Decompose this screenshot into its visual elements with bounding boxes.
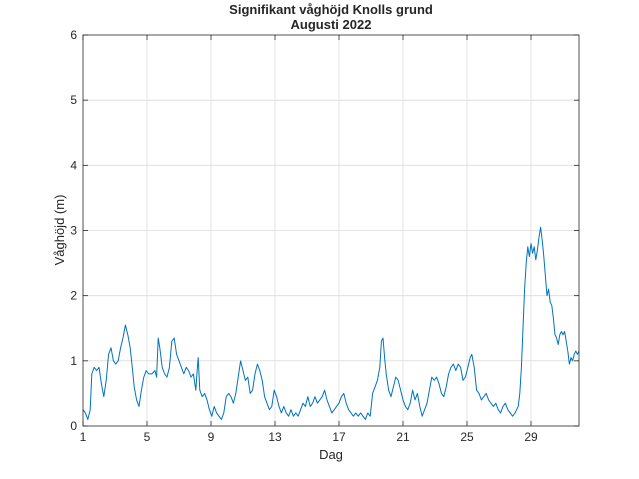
- x-tick-label: 5: [144, 430, 151, 444]
- y-tick-label: 2: [70, 289, 77, 303]
- y-tick-label: 1: [70, 354, 77, 368]
- series-line: [82, 226, 580, 420]
- y-axis-label: Våghöjd (m): [52, 195, 67, 266]
- series-layer: [82, 226, 580, 420]
- y-tick-label: 6: [70, 28, 77, 42]
- x-tick-label: 29: [524, 430, 538, 444]
- y-axis-ticks: 0 1 2 3 4 5 6: [70, 28, 579, 433]
- x-tick-label: 17: [332, 430, 346, 444]
- y-tick-label: 5: [70, 93, 77, 107]
- x-tick-label: 21: [396, 430, 410, 444]
- x-tick-label: 25: [460, 430, 474, 444]
- x-axis-ticks: 1 5 9 13 17 21 25 29: [80, 35, 538, 444]
- x-tick-label: 9: [208, 430, 215, 444]
- y-tick-label: 0: [70, 419, 77, 433]
- chart-title: Signifikant våghöjd Knolls grund: [229, 2, 433, 17]
- x-tick-label: 13: [268, 430, 282, 444]
- y-tick-label: 3: [70, 224, 77, 238]
- x-axis-label: Dag: [319, 447, 343, 462]
- chart-subtitle: Augusti 2022: [291, 17, 372, 32]
- grid-lines: [83, 35, 579, 426]
- x-tick-label: 1: [80, 430, 87, 444]
- y-tick-label: 4: [70, 158, 77, 172]
